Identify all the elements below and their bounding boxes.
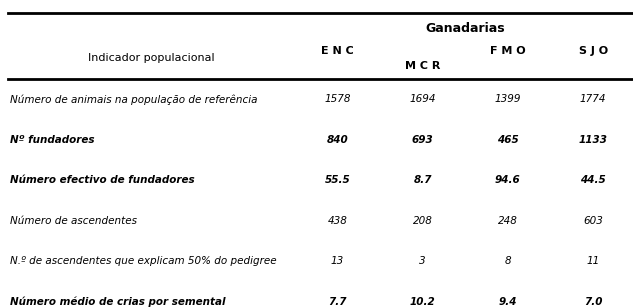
Text: 13: 13 — [331, 256, 344, 266]
Text: 840: 840 — [327, 135, 349, 145]
Text: 9.4: 9.4 — [499, 297, 517, 306]
Text: E N C: E N C — [321, 46, 354, 56]
Text: 438: 438 — [328, 216, 347, 226]
Text: 1774: 1774 — [580, 95, 606, 104]
Text: 208: 208 — [413, 216, 432, 226]
Text: Nº fundadores: Nº fundadores — [10, 135, 94, 145]
Text: 465: 465 — [497, 135, 519, 145]
Text: 1399: 1399 — [495, 95, 521, 104]
Text: 8.7: 8.7 — [413, 175, 432, 185]
Text: S J O: S J O — [579, 46, 608, 56]
Text: Indicador populacional: Indicador populacional — [88, 53, 215, 63]
Text: 55.5: 55.5 — [325, 175, 351, 185]
Text: Número de ascendentes: Número de ascendentes — [10, 216, 137, 226]
Text: 1133: 1133 — [579, 135, 607, 145]
Text: 1694: 1694 — [410, 95, 436, 104]
Text: 8: 8 — [505, 256, 511, 266]
Text: Número de animais na população de referência: Número de animais na população de referê… — [10, 94, 258, 105]
Text: 693: 693 — [412, 135, 434, 145]
Text: Ganadarias: Ganadarias — [425, 22, 505, 35]
Text: 7.7: 7.7 — [328, 297, 347, 306]
Text: 11: 11 — [586, 256, 600, 266]
Text: 248: 248 — [498, 216, 518, 226]
Text: 3: 3 — [420, 256, 426, 266]
Text: Número efectivo de fundadores: Número efectivo de fundadores — [10, 175, 195, 185]
Text: 10.2: 10.2 — [410, 297, 436, 306]
Text: N.º de ascendentes que explicam 50% do pedigree: N.º de ascendentes que explicam 50% do p… — [10, 256, 277, 266]
Text: 94.6: 94.6 — [495, 175, 521, 185]
Text: M C R: M C R — [405, 61, 441, 71]
Text: F M O: F M O — [490, 46, 526, 56]
Text: Número médio de crias por semental: Número médio de crias por semental — [10, 296, 226, 307]
Text: 603: 603 — [583, 216, 603, 226]
Text: 44.5: 44.5 — [580, 175, 606, 185]
Text: 7.0: 7.0 — [584, 297, 602, 306]
Text: 1578: 1578 — [324, 95, 351, 104]
